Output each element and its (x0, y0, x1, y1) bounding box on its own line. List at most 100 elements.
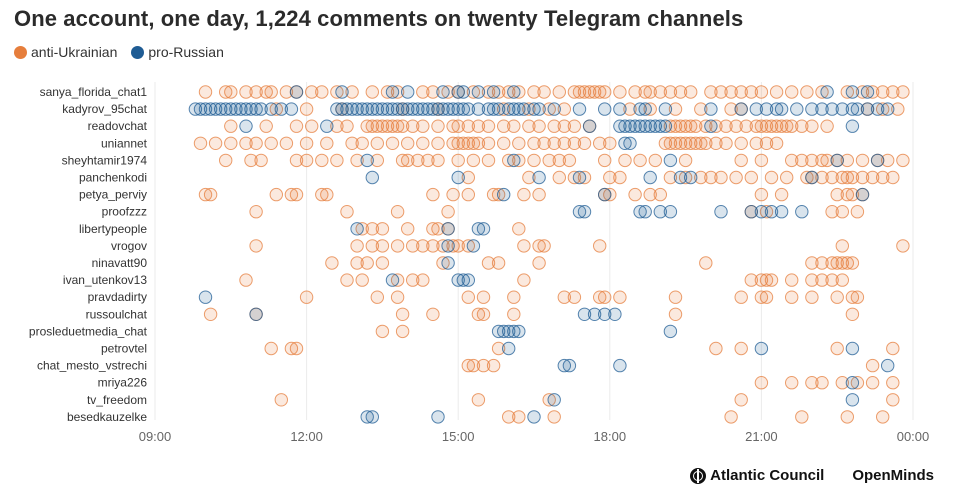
point-anti-ukrainian (203, 187, 218, 202)
point-anti-ukrainian (744, 170, 758, 185)
point-pro-russian (219, 102, 233, 116)
point-anti-ukrainian (481, 119, 496, 133)
point-anti-ukrainian (491, 85, 506, 99)
point-anti-ukrainian (754, 85, 769, 99)
point-pro-russian (330, 102, 344, 116)
point-pro-russian (618, 119, 632, 133)
point-anti-ukrainian (299, 102, 314, 116)
point-anti-ukrainian (557, 136, 571, 151)
point-anti-ukrainian (785, 119, 799, 133)
point-anti-ukrainian (886, 376, 900, 390)
point-pro-russian (461, 102, 475, 116)
point-anti-ukrainian (264, 136, 278, 151)
point-pro-russian (572, 102, 587, 116)
point-anti-ukrainian (249, 136, 263, 151)
point-pro-russian (623, 136, 637, 151)
point-anti-ukrainian (886, 85, 900, 99)
point-anti-ukrainian (668, 102, 683, 116)
point-pro-russian (426, 102, 440, 116)
point-anti-ukrainian (279, 85, 294, 99)
point-anti-ukrainian (370, 136, 384, 151)
point-anti-ukrainian (577, 136, 592, 151)
point-anti-ukrainian (395, 119, 410, 133)
channel-label: pravdadirty (88, 290, 147, 304)
point-pro-russian (532, 102, 546, 116)
point-pro-russian (497, 187, 511, 202)
point-pro-russian (795, 205, 809, 219)
point-pro-russian (820, 85, 834, 99)
point-pro-russian (638, 119, 652, 133)
point-anti-ukrainian (461, 187, 475, 202)
point-pro-russian (653, 119, 667, 133)
channel-label: tv_freedom (87, 393, 147, 407)
point-anti-ukrainian (259, 85, 273, 99)
point-anti-ukrainian (320, 187, 334, 202)
point-anti-ukrainian (451, 153, 465, 168)
legend-item-anti-ukrainian: anti-Ukrainian (14, 44, 117, 60)
point-anti-ukrainian (370, 290, 384, 304)
point-anti-ukrainian (224, 119, 238, 133)
point-pro-russian (491, 324, 506, 339)
point-anti-ukrainian (865, 358, 880, 373)
point-anti-ukrainian (330, 85, 344, 99)
legend-swatch-pro-russian (131, 45, 145, 59)
point-pro-russian (633, 205, 647, 219)
point-anti-ukrainian (436, 256, 450, 270)
point-anti-ukrainian (340, 205, 354, 219)
point-anti-ukrainian (729, 119, 743, 133)
point-anti-ukrainian (704, 85, 718, 99)
channel-label: sanya_florida_chat1 (40, 85, 148, 99)
point-pro-russian (648, 119, 662, 133)
point-anti-ukrainian (390, 119, 405, 133)
point-pro-russian (264, 102, 278, 116)
point-anti-ukrainian (845, 307, 860, 321)
point-anti-ukrainian (744, 273, 758, 287)
point-anti-ukrainian (865, 170, 880, 185)
point-pro-russian (491, 102, 506, 116)
point-anti-ukrainian (896, 85, 910, 99)
point-anti-ukrainian (628, 85, 642, 99)
point-anti-ukrainian (466, 85, 481, 99)
point-anti-ukrainian (865, 376, 880, 390)
point-pro-russian (416, 102, 430, 116)
point-pro-russian (208, 102, 223, 116)
point-pro-russian (658, 119, 673, 133)
point-anti-ukrainian (668, 290, 683, 304)
point-pro-russian (471, 85, 486, 99)
point-pro-russian (502, 102, 516, 116)
point-pro-russian (375, 102, 390, 116)
point-pro-russian (471, 222, 486, 236)
point-anti-ukrainian (876, 102, 890, 116)
point-anti-ukrainian (840, 170, 854, 185)
point-anti-ukrainian (406, 273, 420, 287)
point-pro-russian (881, 358, 895, 373)
point-anti-ukrainian (724, 85, 738, 99)
legend-item-pro-russian: pro-Russian (131, 44, 224, 60)
point-anti-ukrainian (269, 187, 283, 202)
point-anti-ukrainian (537, 136, 551, 151)
point-anti-ukrainian (224, 136, 238, 151)
point-anti-ukrainian (431, 222, 445, 236)
point-anti-ukrainian (603, 187, 617, 202)
point-pro-russian (754, 341, 769, 356)
point-pro-russian (451, 102, 465, 116)
point-anti-ukrainian (350, 153, 364, 168)
point-anti-ukrainian (567, 136, 582, 151)
point-anti-ukrainian (891, 102, 905, 116)
point-anti-ukrainian (491, 187, 506, 202)
point-pro-russian (395, 102, 410, 116)
point-anti-ukrainian (689, 119, 703, 133)
point-anti-ukrainian (497, 136, 511, 151)
openminds-text: OpenMinds (852, 467, 934, 484)
point-anti-ukrainian (502, 153, 516, 168)
point-anti-ukrainian (461, 290, 475, 304)
point-anti-ukrainian (643, 102, 657, 116)
point-anti-ukrainian (350, 239, 364, 253)
point-pro-russian (441, 222, 455, 236)
point-anti-ukrainian (249, 85, 263, 99)
point-anti-ukrainian (527, 153, 541, 168)
point-pro-russian (547, 393, 561, 407)
point-anti-ukrainian (315, 187, 329, 202)
point-anti-ukrainian (254, 153, 268, 168)
point-anti-ukrainian (203, 307, 218, 321)
